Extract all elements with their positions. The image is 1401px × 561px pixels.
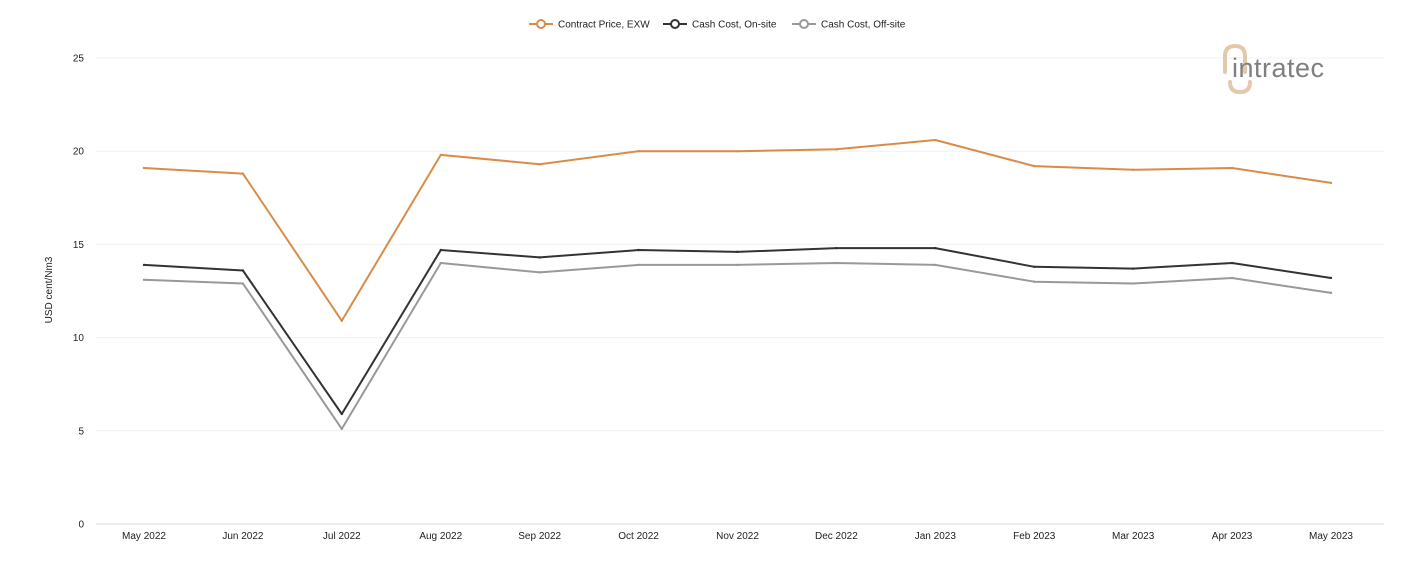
series-line [143, 262, 1332, 430]
x-tick-label: Sep 2022 [518, 531, 561, 542]
data-point [1329, 181, 1333, 185]
logo-mark-icon [1223, 43, 1247, 74]
x-tick-label: Feb 2023 [1013, 531, 1056, 542]
data-point [637, 248, 640, 252]
data-point [934, 246, 937, 250]
data-point [1230, 166, 1234, 170]
legend-item: Cash Cost, On-site [663, 19, 777, 31]
series-line [143, 139, 1332, 322]
legend-item: Cash Cost, Off-site [792, 19, 906, 31]
data-point [439, 261, 442, 265]
x-tick-label: Jan 2023 [915, 531, 957, 542]
y-tick-label: 20 [73, 147, 85, 158]
data-point [538, 256, 541, 259]
data-point [538, 163, 541, 166]
x-tick-label: Aug 2022 [419, 531, 462, 542]
logo-text: intratec [1232, 53, 1325, 83]
legend-label: Cash Cost, On-site [692, 20, 777, 31]
legend: Contract Price, EXW Cash Cost, On-site Cas… [529, 19, 906, 31]
y-tick-label: 5 [78, 426, 84, 437]
x-tick-label: Dec 2022 [815, 531, 858, 542]
data-point [736, 250, 739, 254]
data-point [1329, 276, 1333, 280]
legend-label: Contract Price, EXW [558, 20, 650, 31]
intratec-logo: intratec [1223, 43, 1325, 95]
x-tick-label: Mar 2023 [1112, 531, 1155, 542]
y-tick-label: 15 [73, 240, 85, 251]
series-1 [142, 246, 1333, 416]
data-point [1033, 265, 1036, 268]
data-point [736, 150, 739, 153]
y-axis-title: USD cent/Nm3 [44, 256, 55, 323]
data-point [835, 261, 838, 265]
data-point [241, 269, 245, 272]
x-tick-label: Jun 2022 [222, 531, 264, 542]
y-tick-label: 25 [73, 54, 85, 65]
data-point [736, 263, 739, 267]
data-point [835, 148, 838, 151]
data-point [934, 263, 937, 267]
x-tick-label: May 2023 [1309, 531, 1353, 542]
data-point [1230, 261, 1234, 265]
x-axis: May 2022 Jun 2022 Jul 2022 Aug 2022 Sep 2022… [122, 531, 1353, 542]
logo-hook-icon [1228, 80, 1252, 95]
data-point [142, 278, 146, 282]
data-point [1131, 267, 1135, 270]
y-axis: 0 5 10 15 20 25 [73, 54, 85, 531]
data-point [340, 319, 344, 323]
legend-item: Contract Price, EXW [529, 19, 650, 31]
series-0 [142, 138, 1333, 323]
x-tick-label: Jul 2022 [323, 531, 361, 542]
series-line [143, 247, 1332, 415]
data-point [241, 172, 245, 175]
data-point [241, 282, 245, 285]
data-point [1131, 168, 1135, 172]
x-tick-label: Oct 2022 [618, 531, 659, 542]
series-2 [142, 261, 1333, 431]
y-tick-label: 10 [73, 333, 85, 344]
legend-marker-icon [799, 19, 809, 29]
x-tick-label: Nov 2022 [716, 531, 759, 542]
data-point [1230, 276, 1234, 280]
data-point [142, 263, 146, 267]
x-tick-label: May 2022 [122, 531, 166, 542]
y-tick-label: 0 [78, 520, 84, 531]
data-point [538, 271, 541, 274]
data-point [142, 166, 146, 170]
data-point [934, 138, 937, 142]
data-point [1131, 282, 1135, 285]
data-point [1033, 164, 1036, 168]
data-point [1033, 280, 1036, 283]
data-point [1329, 291, 1333, 295]
data-point [835, 246, 838, 250]
data-point [439, 248, 442, 252]
legend-marker-icon [670, 19, 680, 29]
series-lines [142, 138, 1333, 431]
data-point [637, 150, 640, 153]
legend-marker-icon [536, 19, 546, 29]
data-point [439, 153, 442, 157]
legend-label: Cash Cost, Off-site [821, 20, 906, 31]
x-tick-label: Apr 2023 [1212, 531, 1253, 542]
data-point [340, 427, 344, 431]
data-point [340, 412, 344, 416]
gridlines [96, 57, 1384, 525]
data-point [637, 263, 640, 267]
